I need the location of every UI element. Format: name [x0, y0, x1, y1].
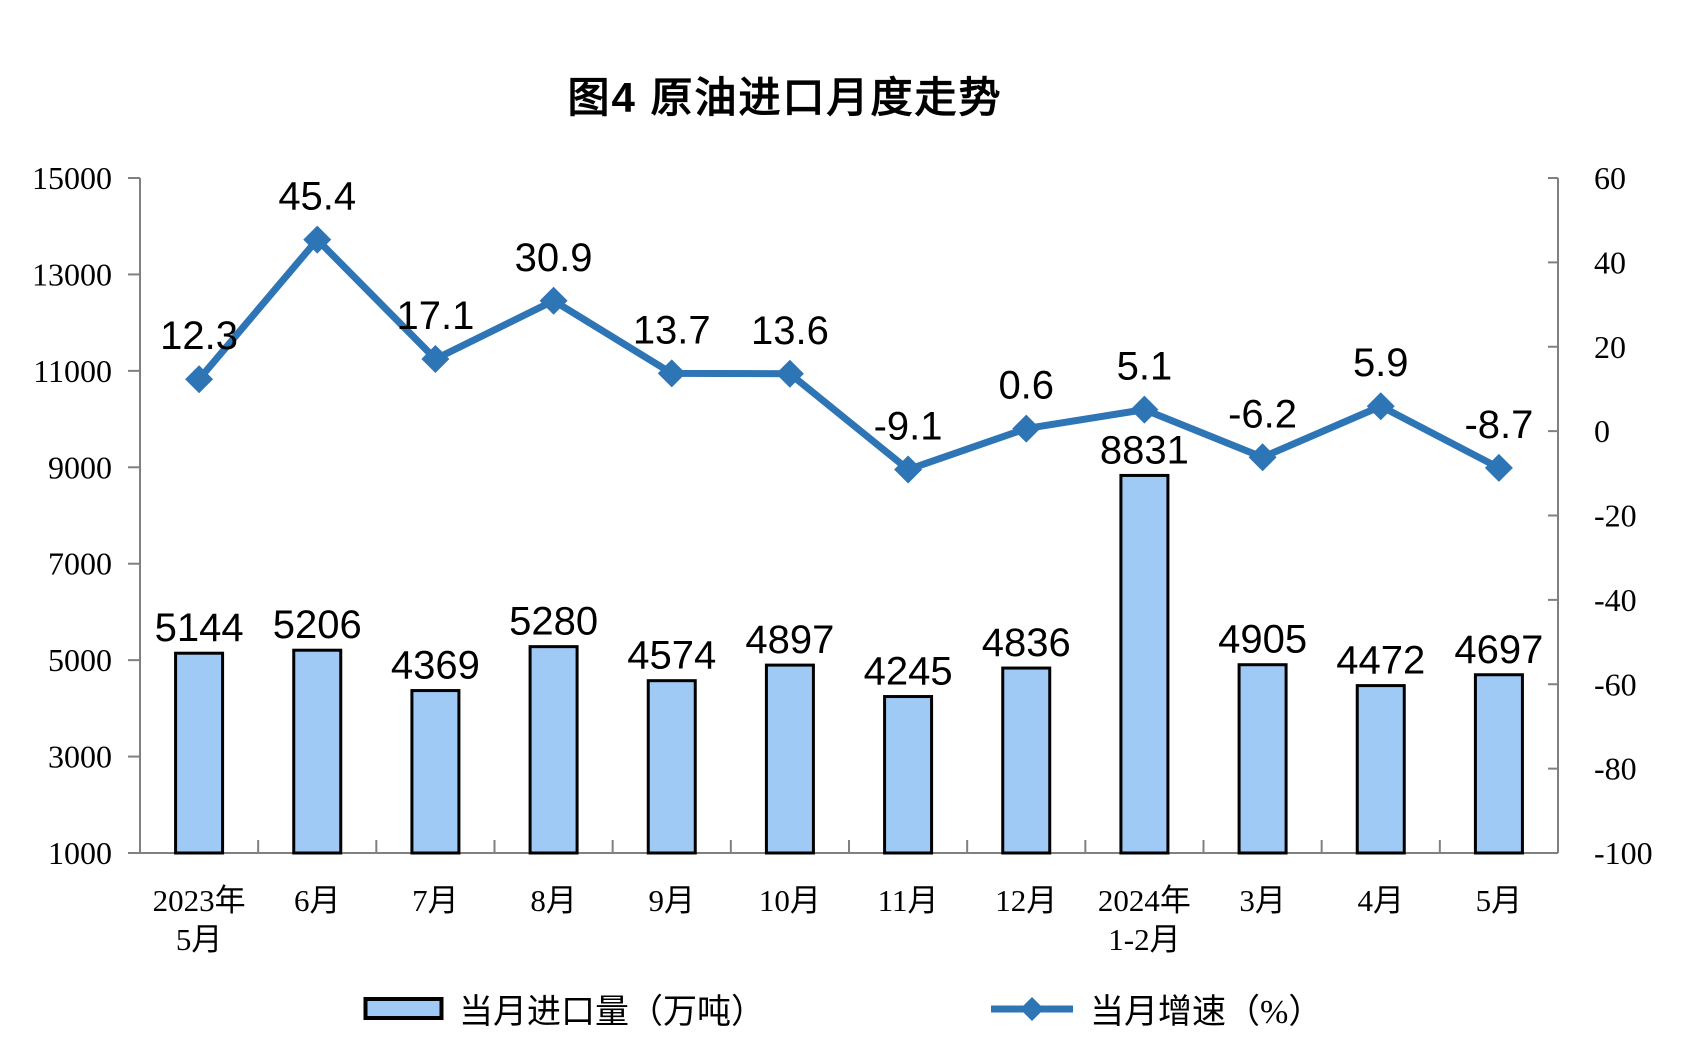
x-category-label-line2: 5月: [176, 922, 223, 957]
right-axis-tick-label: -40: [1594, 582, 1637, 618]
legend-label-imports: 当月进口量（万吨）: [459, 994, 765, 1031]
bar-value-label: 8831: [1100, 428, 1189, 472]
growth-marker: [303, 225, 332, 254]
growth-value-label: 0.6: [998, 364, 1054, 408]
import-bar: [174, 651, 225, 855]
bar-value-label: 4245: [864, 650, 953, 694]
left-axis-tick-label: 1000: [48, 835, 112, 871]
x-category-label: 10月: [759, 883, 821, 918]
growth-value-label: 5.1: [1117, 345, 1173, 389]
right-axis-tick-label: 0: [1594, 413, 1610, 449]
growth-value-label: -9.1: [874, 405, 943, 449]
growth-marker: [1484, 453, 1513, 482]
left-axis-tick-label: 11000: [33, 353, 112, 389]
import-bar: [1001, 666, 1052, 855]
bar-value-label: 4836: [982, 621, 1071, 665]
import-bar: [1355, 684, 1406, 855]
x-category-label: 11月: [878, 883, 939, 918]
growth-value-label: 5.9: [1353, 341, 1409, 385]
left-axis-tick-label: 15000: [32, 160, 112, 196]
growth-marker: [1366, 392, 1395, 421]
x-category-label: 9月: [649, 883, 696, 918]
left-axis-tick-label: 7000: [48, 546, 112, 582]
x-category-label: 2023年: [153, 883, 246, 918]
import-bar: [1119, 473, 1170, 855]
growth-marker: [1130, 395, 1159, 424]
import-bar: [528, 645, 579, 855]
growth-value-label: 12.3: [160, 314, 238, 358]
x-category-label-line2: 1-2月: [1108, 922, 1180, 957]
growth-value-label: 17.1: [396, 294, 474, 338]
growth-marker: [1248, 443, 1277, 472]
legend-item-growth: 当月增速（%）: [988, 984, 1322, 1033]
bar-value-label: 5280: [509, 600, 598, 644]
import-bar: [764, 663, 815, 855]
x-category-label: 12月: [995, 883, 1057, 918]
bar-value-label: 4574: [627, 634, 716, 678]
growth-marker: [421, 344, 450, 373]
bar-swatch-icon: [363, 996, 444, 1020]
line-swatch-icon: [991, 996, 1073, 1021]
bar-value-label: 4897: [745, 618, 834, 662]
bar-value-label: 4905: [1218, 618, 1307, 662]
growth-value-label: 13.7: [633, 308, 711, 352]
bar-value-label: 4472: [1336, 639, 1425, 683]
x-category-label: 8月: [530, 883, 577, 918]
right-axis-tick-label: 40: [1594, 244, 1626, 280]
growth-value-label: 13.6: [751, 309, 829, 353]
x-category-label: 6月: [294, 883, 341, 918]
growth-value-label: 45.4: [278, 175, 356, 219]
right-axis-tick-label: -20: [1594, 498, 1637, 534]
x-category-label: 2024年: [1098, 883, 1191, 918]
right-axis-tick-label: -60: [1594, 666, 1637, 702]
import-bar: [646, 679, 697, 855]
x-category-label: 4月: [1358, 883, 1405, 918]
legend: 当月进口量（万吨） 当月增速（%）: [0, 984, 1692, 1033]
x-category-label: 7月: [412, 883, 459, 918]
x-category-label: 5月: [1476, 883, 1523, 918]
growth-value-label: -6.2: [1228, 392, 1297, 436]
legend-label-growth: 当月增速（%）: [1090, 994, 1323, 1031]
growth-marker: [185, 365, 214, 394]
bar-value-label: 4369: [391, 644, 480, 688]
import-bar: [1237, 663, 1288, 855]
growth-marker: [1012, 414, 1041, 443]
right-axis-tick-label: 20: [1594, 329, 1626, 365]
bar-value-label: 4697: [1454, 628, 1543, 672]
chart-title: 图4 原油进口月度走势: [567, 74, 1003, 121]
left-axis-tick-label: 9000: [48, 449, 112, 485]
left-axis-tick-label: 5000: [48, 642, 112, 678]
import-bar: [292, 648, 343, 855]
right-axis-tick-label: -80: [1594, 751, 1637, 787]
import-bar: [410, 689, 461, 855]
growth-marker: [657, 359, 686, 388]
right-axis-tick-label: 60: [1594, 160, 1626, 196]
bar-value-label: 5206: [273, 603, 362, 647]
growth-marker: [894, 455, 923, 484]
growth-marker: [539, 286, 568, 315]
growth-value-label: -8.7: [1464, 403, 1533, 447]
legend-item-imports: 当月进口量（万吨）: [363, 984, 765, 1033]
left-axis-tick-label: 3000: [48, 739, 112, 775]
left-axis-tick-label: 13000: [32, 256, 112, 292]
import-bar: [1473, 673, 1524, 855]
right-axis-tick-label: -100: [1594, 835, 1653, 871]
growth-value-label: 30.9: [515, 236, 593, 280]
growth-line: [195, 236, 1503, 474]
x-category-label: 3月: [1239, 883, 1286, 918]
growth-marker: [775, 359, 804, 388]
import-bar: [883, 695, 934, 855]
bar-value-label: 5144: [155, 606, 244, 650]
